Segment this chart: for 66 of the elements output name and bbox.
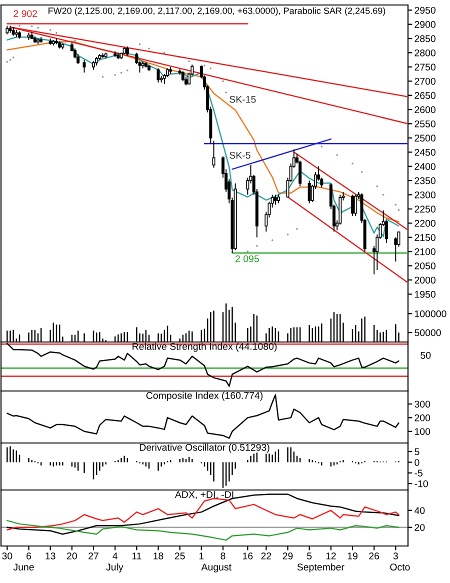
x-tick-label: 11 bbox=[132, 552, 142, 560]
annotation: SK-5 bbox=[230, 152, 250, 159]
y-tick-label: 40 bbox=[414, 507, 425, 514]
x-tick-label: 20 bbox=[67, 552, 77, 560]
y-tick-label: 2350 bbox=[414, 177, 436, 184]
annotation: SK-15 bbox=[230, 96, 256, 103]
y-tick-label: 2150 bbox=[414, 234, 436, 241]
y-tick-label: 2300 bbox=[414, 191, 436, 198]
y-tick-label: 100000 bbox=[414, 310, 446, 318]
y-tick-label: 2950 bbox=[414, 6, 436, 14]
y-tick-label: 200 bbox=[414, 414, 430, 422]
x-tick-label: 4 bbox=[112, 552, 118, 560]
y-tick-label: 20 bbox=[414, 524, 425, 531]
y-tick-label: 2050 bbox=[414, 262, 436, 270]
x-tick-label: 6 bbox=[26, 552, 32, 560]
y-tick-label: 5 bbox=[414, 448, 420, 456]
y-tick-label: 2650 bbox=[414, 92, 436, 99]
x-tick-label: 27 bbox=[88, 552, 98, 560]
y-tick-label: 100 bbox=[414, 428, 430, 435]
y-tick-label: 300 bbox=[414, 400, 430, 408]
y-tick-label: 2250 bbox=[414, 206, 436, 213]
y-tick-label: 2750 bbox=[414, 64, 436, 71]
text: September bbox=[297, 563, 344, 572]
text: July bbox=[106, 563, 124, 572]
chart-title: Relative Strength Index (44.1080) bbox=[132, 342, 277, 352]
y-tick-label: 2550 bbox=[414, 120, 436, 128]
x-tick-label: 25 bbox=[174, 552, 185, 560]
text: August bbox=[201, 564, 232, 572]
y-tick-label: 2200 bbox=[414, 220, 436, 227]
y-tick-label: 1950 bbox=[414, 290, 436, 298]
y-tick-label: 2900 bbox=[414, 21, 436, 28]
x-tick-label: 30 bbox=[2, 552, 12, 560]
chart-title: ADX, +DI, -DI bbox=[174, 491, 234, 500]
x-tick-label: 16 bbox=[243, 552, 253, 560]
y-tick-label: -5 bbox=[414, 470, 422, 477]
text: Octo bbox=[390, 564, 410, 570]
x-tick-label: 29 bbox=[282, 552, 293, 560]
y-tick-label: 2600 bbox=[414, 106, 436, 114]
chart-title: FW20 (2,125.00, 2,169.00, 2,117.00, 2,169.00, +63.0000), Parabolic SAR (2,245.69) bbox=[48, 7, 386, 16]
x-tick-label: 18 bbox=[154, 552, 164, 560]
y-tick-label: 2500 bbox=[414, 134, 436, 142]
y-tick-label: 2400 bbox=[414, 163, 436, 170]
x-tick-label: 22 bbox=[261, 552, 272, 560]
y-tick-label: 2000 bbox=[414, 276, 436, 284]
text: 50 bbox=[420, 352, 431, 359]
y-tick-label: 0 bbox=[414, 458, 420, 466]
y-tick-label: 2700 bbox=[414, 78, 436, 85]
y-tick-label: 50000 bbox=[414, 329, 441, 336]
x-tick-label: 19 bbox=[348, 552, 358, 560]
x-tick-label: 8 bbox=[220, 552, 226, 560]
chart-title: Composite Index (160.774) bbox=[146, 392, 263, 401]
x-tick-label: 3 bbox=[393, 552, 398, 560]
x-tick-label: 5 bbox=[307, 552, 312, 560]
y-tick-label: 2450 bbox=[414, 148, 436, 156]
y-tick-label: -10 bbox=[414, 480, 428, 488]
y-tick-label: 2100 bbox=[414, 248, 436, 256]
x-tick-label: 1 bbox=[199, 552, 204, 560]
y-tick-label: 2850 bbox=[414, 35, 436, 42]
annotation: 2 902 bbox=[14, 10, 38, 18]
x-tick-label: 26 bbox=[369, 552, 380, 560]
text: June bbox=[13, 564, 34, 570]
annotation: 2 095 bbox=[236, 255, 259, 262]
x-tick-label: 13 bbox=[46, 552, 56, 560]
x-tick-label: 12 bbox=[326, 552, 336, 560]
chart-title: Derivative Oscillator (0.51293) bbox=[140, 444, 270, 453]
y-tick-label: 2800 bbox=[414, 49, 436, 56]
